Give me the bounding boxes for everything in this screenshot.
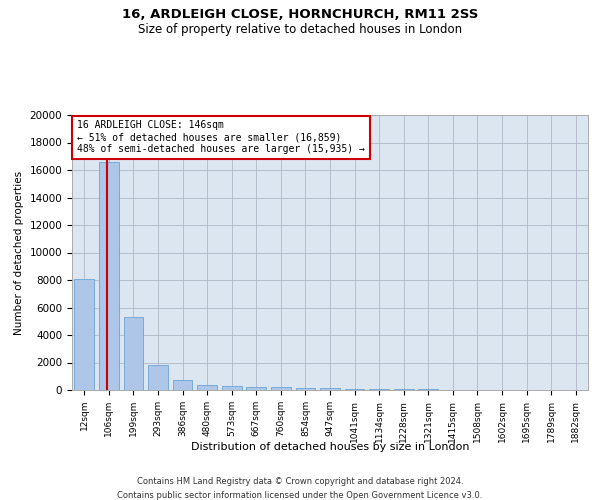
Y-axis label: Number of detached properties: Number of detached properties: [14, 170, 24, 334]
Bar: [345, 389, 364, 390]
Text: Size of property relative to detached houses in London: Size of property relative to detached ho…: [138, 22, 462, 36]
Bar: [148, 364, 168, 390]
Bar: [99, 162, 119, 390]
Text: Contains public sector information licensed under the Open Government Licence v3: Contains public sector information licen…: [118, 491, 482, 500]
Text: 16, ARDLEIGH CLOSE, HORNCHURCH, RM11 2SS: 16, ARDLEIGH CLOSE, HORNCHURCH, RM11 2SS: [122, 8, 478, 20]
Text: 16 ARDLEIGH CLOSE: 146sqm
← 51% of detached houses are smaller (16,859)
48% of s: 16 ARDLEIGH CLOSE: 146sqm ← 51% of detac…: [77, 120, 365, 154]
Bar: [271, 387, 290, 390]
Bar: [320, 388, 340, 390]
Bar: [124, 317, 143, 390]
Bar: [74, 278, 94, 390]
Text: Contains HM Land Registry data © Crown copyright and database right 2024.: Contains HM Land Registry data © Crown c…: [137, 478, 463, 486]
Bar: [394, 389, 413, 390]
Bar: [370, 389, 389, 390]
Bar: [247, 387, 266, 390]
Bar: [296, 388, 315, 390]
Bar: [173, 380, 193, 390]
Text: Distribution of detached houses by size in London: Distribution of detached houses by size …: [191, 442, 469, 452]
Bar: [222, 386, 242, 390]
Bar: [197, 385, 217, 390]
